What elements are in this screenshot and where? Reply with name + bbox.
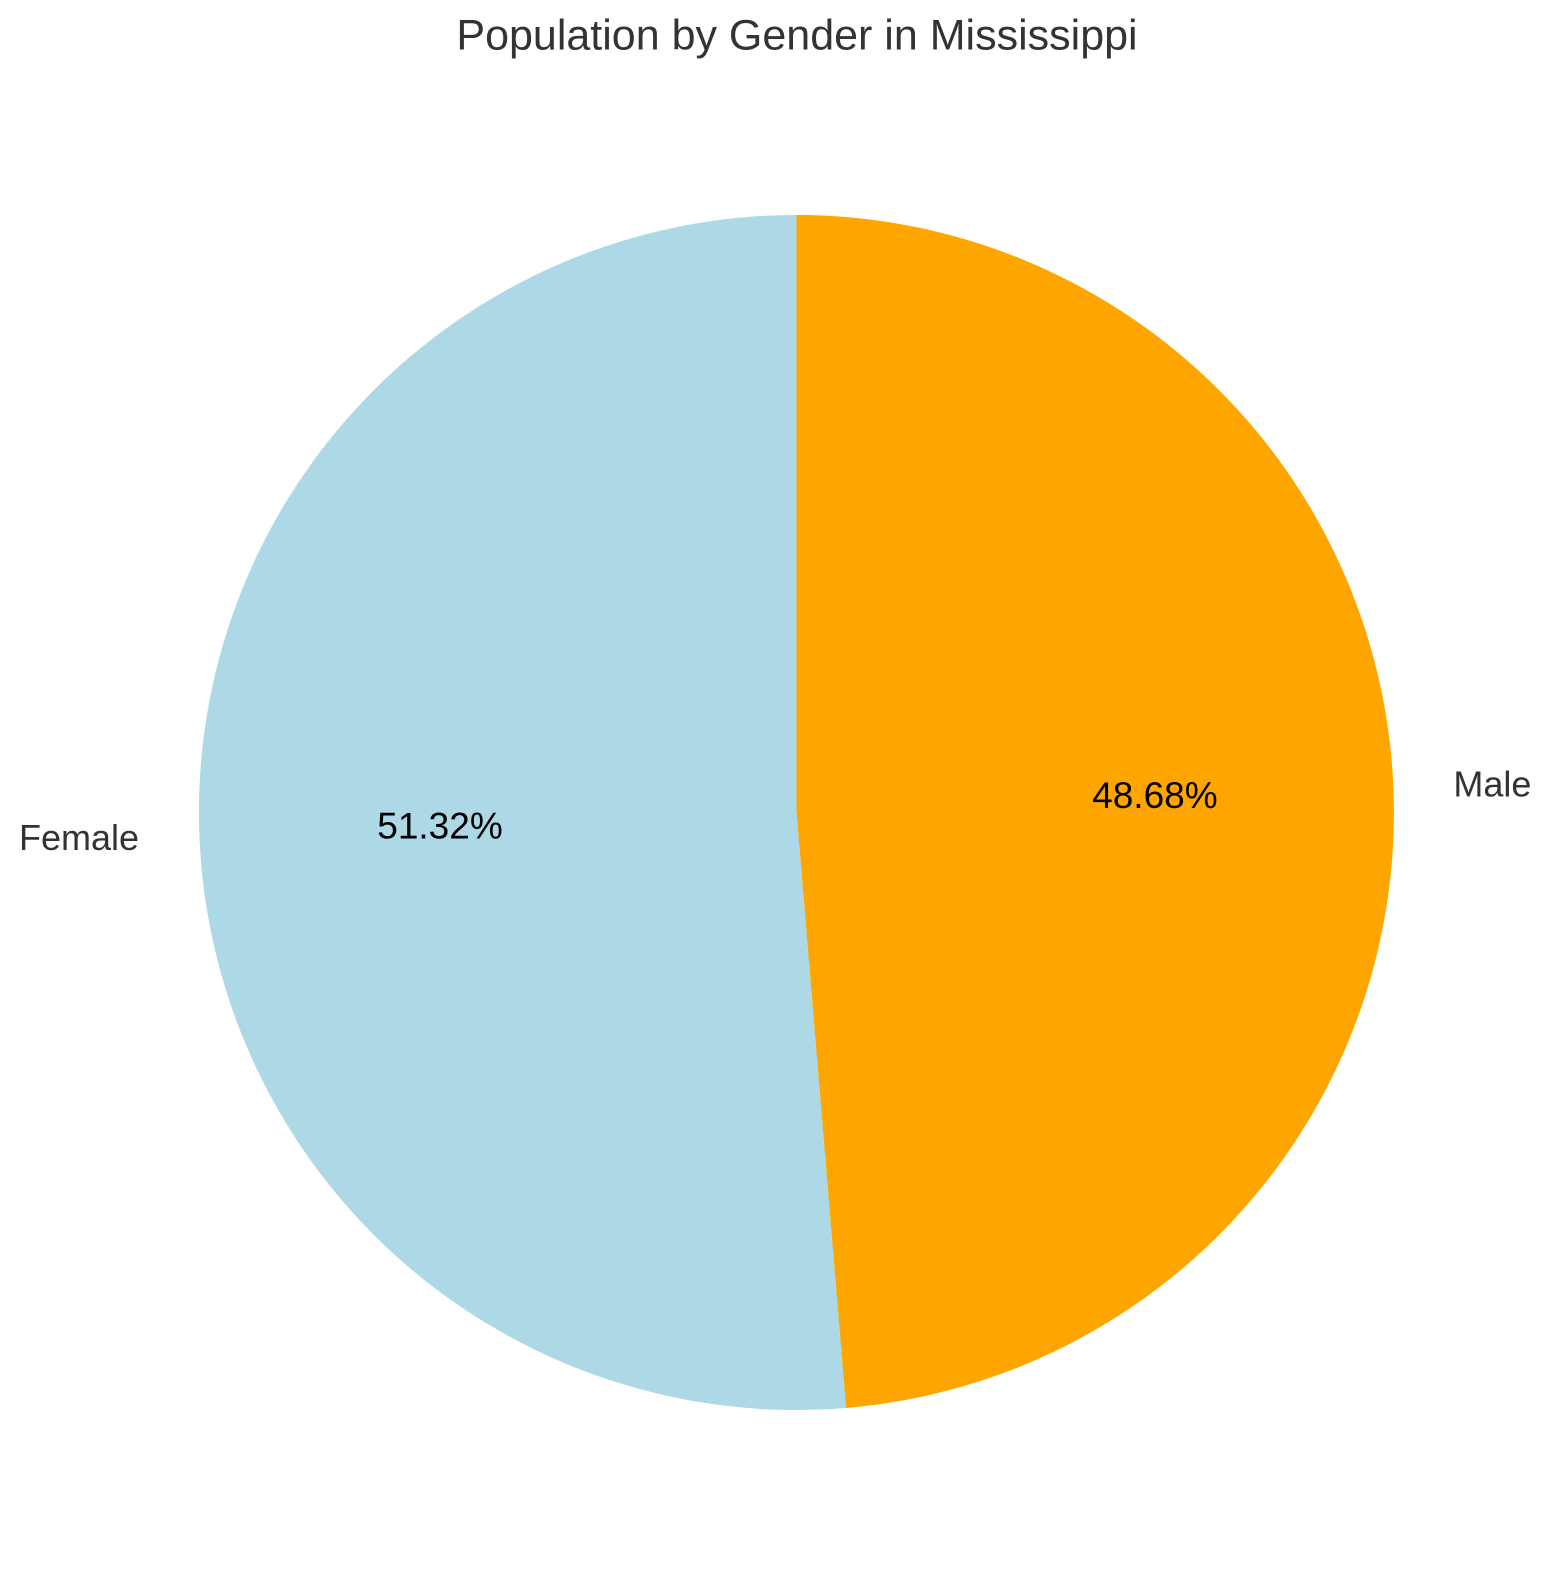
svg-text:48.68%: 48.68% [1092, 775, 1218, 816]
svg-text:51.32%: 51.32% [377, 806, 503, 847]
svg-text:Population by Gender in Missis: Population by Gender in Mississippi [456, 12, 1137, 60]
svg-text:Female: Female [19, 817, 139, 858]
svg-text:Male: Male [1453, 764, 1531, 805]
